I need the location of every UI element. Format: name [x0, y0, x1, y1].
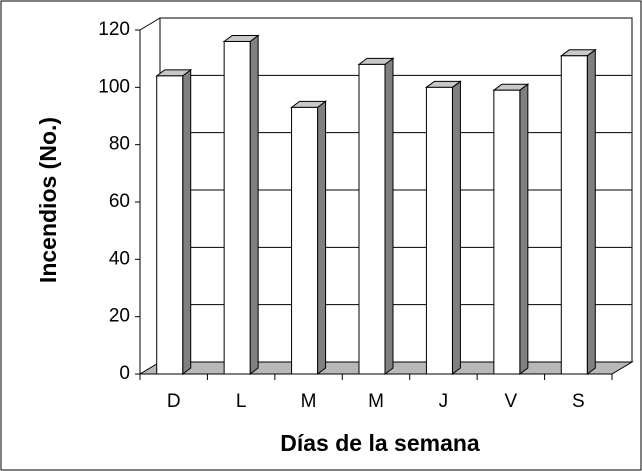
- x-tick-label: M: [301, 391, 317, 412]
- y-tick-label: 20: [109, 306, 130, 327]
- x-axis-title: Días de la semana: [280, 430, 480, 456]
- bar-front: [493, 89, 521, 375]
- y-tick-label: 40: [109, 248, 130, 269]
- bar-side: [249, 34, 259, 375]
- bar: [357, 57, 395, 375]
- bar-side: [182, 68, 192, 375]
- x-tick-label: D: [167, 391, 181, 412]
- bar-front: [358, 63, 386, 375]
- bar: [222, 34, 260, 375]
- bar: [492, 83, 530, 375]
- y-tick-label: 100: [98, 76, 130, 97]
- y-tick-label: 60: [109, 191, 130, 212]
- y-tick-label: 120: [98, 19, 130, 40]
- x-tick-label: L: [236, 391, 247, 412]
- bar-side: [384, 57, 394, 375]
- bar: [290, 100, 328, 375]
- y-axis-title: Incendios (No.): [35, 117, 61, 283]
- bar-side: [451, 80, 461, 375]
- bar-side: [586, 48, 596, 375]
- bar: [559, 48, 597, 375]
- x-tick-label: M: [368, 391, 384, 412]
- bar-front: [291, 106, 319, 375]
- y-tick-label: 80: [109, 134, 130, 155]
- bar: [155, 68, 193, 375]
- bar-side: [519, 83, 529, 375]
- side-wall-edge: [139, 17, 161, 31]
- bar-front: [223, 40, 251, 375]
- x-tick-label: S: [572, 391, 585, 412]
- x-tick-label: V: [505, 391, 518, 412]
- y-tick-label: 0: [119, 363, 130, 384]
- bar: [424, 80, 462, 375]
- bar-side: [317, 100, 327, 375]
- bar-front: [425, 86, 453, 375]
- bar-front: [560, 55, 588, 375]
- x-tick-label: J: [439, 391, 449, 412]
- bar-front: [156, 75, 184, 375]
